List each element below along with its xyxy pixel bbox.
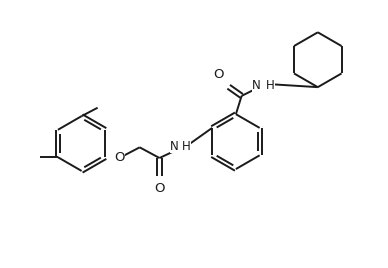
Text: N: N [170,140,178,154]
Text: H: H [182,140,191,154]
Text: N: N [251,79,260,92]
Text: O: O [154,182,165,195]
Text: O: O [213,68,224,81]
Text: O: O [114,151,125,165]
Text: H: H [266,79,275,92]
